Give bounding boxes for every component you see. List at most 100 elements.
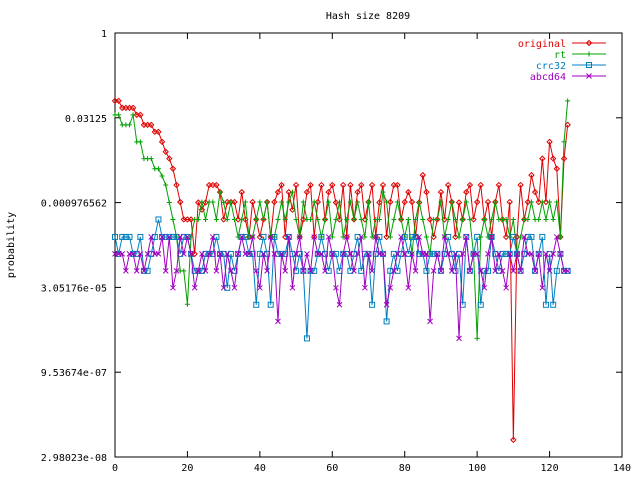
y-tick-label: 0.000976562 (41, 199, 107, 210)
data-point (499, 250, 506, 257)
data-point (177, 250, 184, 257)
data-point (510, 268, 517, 274)
data-point (477, 301, 484, 308)
data-point (445, 216, 451, 222)
data-point (300, 199, 306, 205)
data-point (199, 251, 205, 257)
data-point (224, 251, 231, 257)
data-point (213, 181, 220, 189)
data-point (195, 216, 201, 222)
data-point (180, 251, 187, 257)
data-point (503, 284, 509, 291)
x-tick-label: 40 (254, 463, 266, 474)
data-point (289, 189, 295, 195)
data-point (528, 199, 534, 205)
data-point (448, 268, 455, 274)
data-point (311, 267, 318, 274)
data-point (217, 251, 223, 257)
data-point (477, 268, 484, 274)
data-point (130, 112, 136, 118)
data-point (199, 199, 205, 205)
data-point (203, 216, 209, 222)
data-point (539, 155, 546, 162)
data-point (318, 233, 325, 240)
data-point (234, 216, 242, 223)
series-line (115, 100, 569, 339)
data-point (549, 155, 557, 162)
data-point (467, 268, 473, 274)
data-point (379, 181, 387, 189)
data-point (286, 199, 292, 205)
data-point (467, 216, 473, 222)
data-point (347, 181, 354, 189)
data-point (513, 250, 520, 257)
data-point (235, 234, 241, 240)
data-point (184, 301, 190, 307)
data-point (466, 181, 474, 189)
data-point (166, 155, 173, 162)
data-point (285, 188, 293, 196)
data-point (159, 173, 165, 179)
data-point (148, 250, 155, 257)
data-point (550, 251, 557, 257)
legend-label: rt (554, 50, 566, 61)
data-point (275, 216, 281, 222)
data-point (521, 234, 528, 240)
plot-frame (114, 32, 623, 458)
data-point (492, 268, 499, 274)
data-point (553, 234, 560, 240)
series-line (115, 236, 568, 339)
y-tick-label: 1 (101, 29, 107, 40)
data-point (409, 251, 415, 257)
data-point (546, 250, 553, 257)
data-point (441, 234, 448, 240)
data-point (536, 216, 542, 222)
data-point (232, 216, 238, 222)
data-point (311, 199, 317, 205)
data-point (419, 171, 427, 179)
legend-label: original (518, 39, 566, 50)
data-point (460, 216, 466, 222)
data-point (148, 121, 155, 129)
data-point (543, 251, 549, 257)
data-point (202, 268, 209, 274)
data-point (191, 267, 198, 274)
data-point (438, 199, 444, 205)
data-point (499, 268, 506, 274)
data-point (524, 233, 531, 240)
data-point (416, 234, 423, 240)
data-point (155, 128, 162, 136)
data-point (358, 216, 364, 222)
data-point (140, 267, 147, 274)
data-point (336, 301, 343, 308)
data-point (412, 268, 419, 274)
data-point (238, 233, 245, 240)
data-point (329, 251, 336, 257)
data-point (318, 181, 325, 189)
data-point (166, 200, 172, 206)
data-point (292, 181, 300, 189)
data-point (358, 234, 365, 240)
data-point (333, 284, 339, 291)
data-point (401, 198, 408, 206)
data-point (326, 199, 332, 205)
data-point (496, 251, 502, 257)
data-point (166, 234, 173, 240)
data-point (554, 199, 560, 205)
data-point (546, 268, 553, 274)
data-point (264, 199, 270, 205)
data-point (123, 268, 129, 274)
data-point (405, 216, 411, 222)
data-point (387, 284, 394, 291)
data-point (553, 165, 561, 172)
data-point (267, 234, 274, 240)
data-point (387, 267, 394, 274)
data-point (390, 250, 397, 257)
data-point (434, 250, 441, 257)
data-point (437, 188, 445, 196)
data-point (188, 251, 194, 257)
data-point (343, 250, 350, 257)
data-point (187, 216, 195, 223)
data-point (413, 216, 419, 222)
